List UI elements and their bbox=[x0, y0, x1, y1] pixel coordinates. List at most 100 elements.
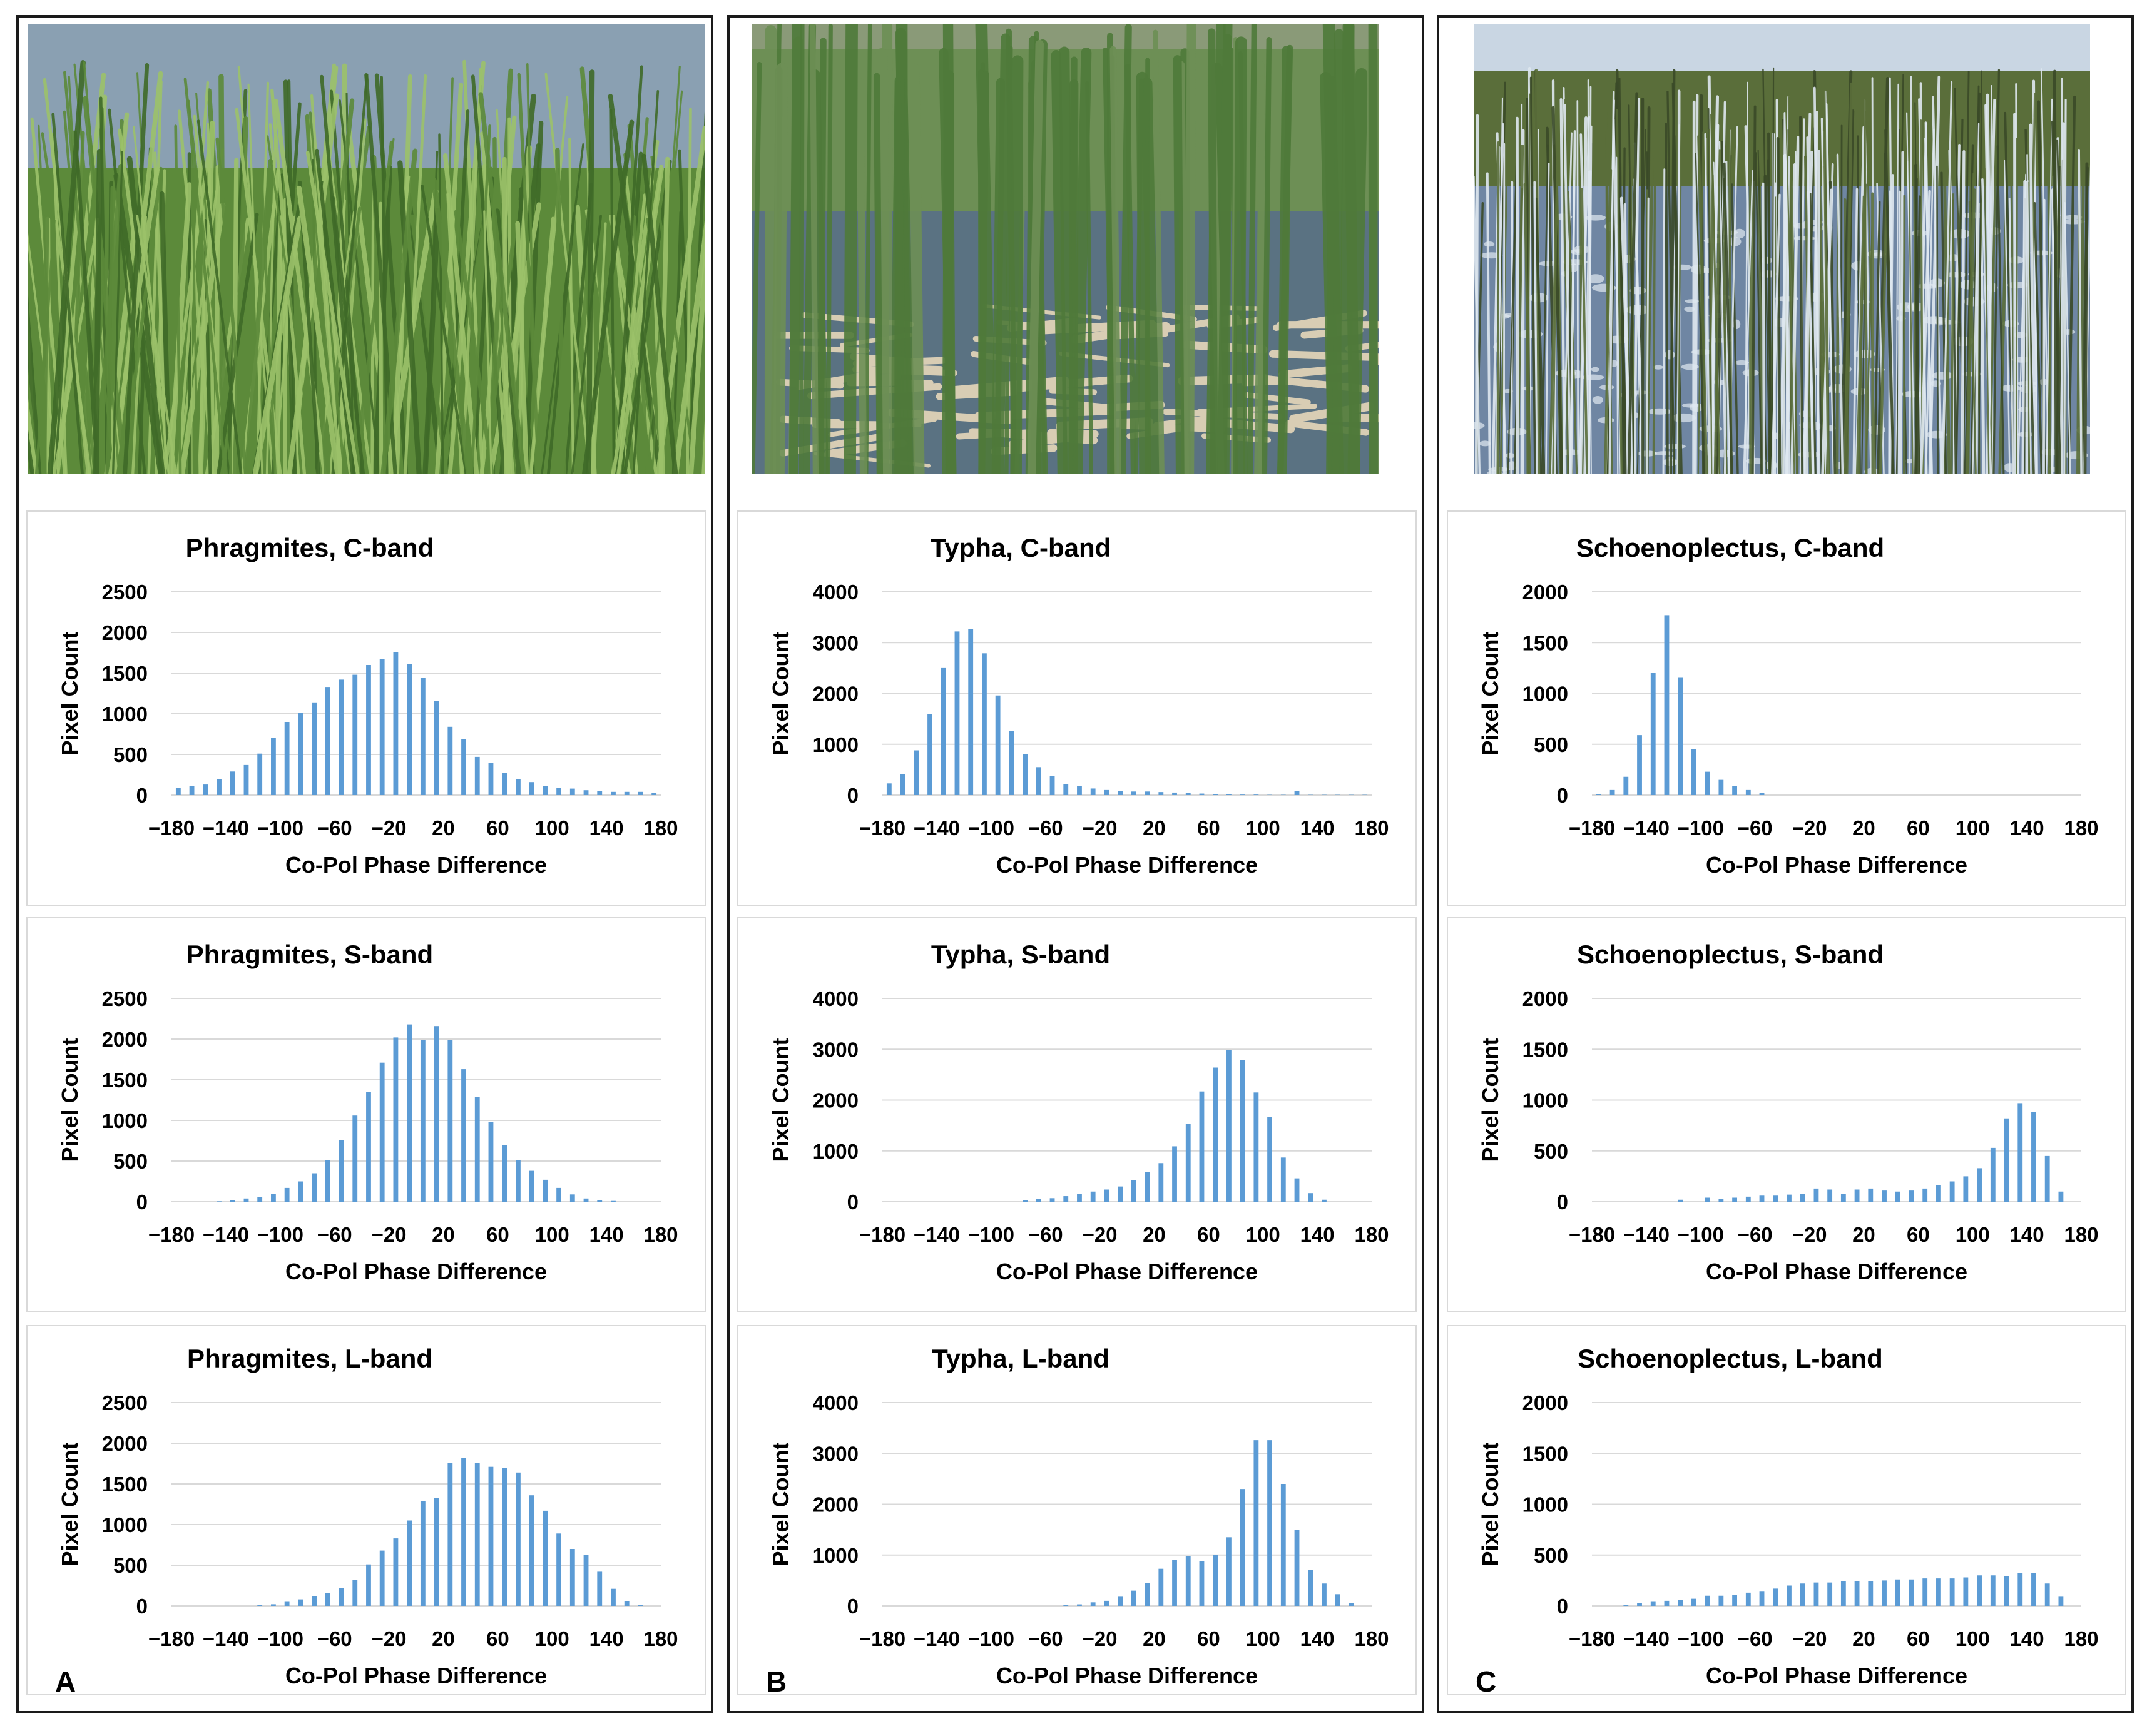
photo-plant-stem bbox=[1633, 98, 1640, 474]
histogram-bar bbox=[1800, 1583, 1805, 1606]
column-b: Typha, C-band 0 1000 2000 3000 4000 −180 −140 −1… bbox=[727, 15, 1424, 1713]
histogram-bar bbox=[1678, 677, 1683, 795]
histogram-bar bbox=[941, 667, 946, 796]
histogram-bar bbox=[325, 1593, 330, 1606]
photo-plant-stem bbox=[1992, 69, 2001, 474]
histogram-bar bbox=[461, 1458, 466, 1606]
x-axis-label: Co-Pol Phase Difference bbox=[285, 1259, 547, 1284]
y-tick-label: 2000 bbox=[1522, 987, 1568, 1010]
photo-plant-stem bbox=[83, 61, 121, 474]
histogram-bar bbox=[1090, 788, 1096, 795]
photo-plant-stem bbox=[247, 83, 263, 474]
x-tick-label: −180 bbox=[1569, 816, 1615, 840]
histogram-bar bbox=[339, 1140, 344, 1202]
y-tick-label: 1000 bbox=[1522, 1493, 1568, 1516]
histogram-bar bbox=[1787, 1585, 1792, 1606]
histogram-bar bbox=[393, 1037, 399, 1202]
photo-plant-stem bbox=[471, 74, 506, 474]
photo-plant-stem bbox=[1955, 118, 1964, 474]
photo-plant-stem bbox=[1474, 176, 1481, 474]
y-tick-label: 0 bbox=[1557, 1190, 1568, 1214]
photo-plant-stem bbox=[1805, 191, 1810, 474]
histogram-bar bbox=[1199, 1091, 1205, 1202]
photo-plant-stem bbox=[1173, 55, 1185, 474]
histogram-bar bbox=[352, 674, 358, 795]
photo-plant-stem bbox=[507, 117, 513, 474]
histogram-bar bbox=[1131, 791, 1136, 795]
chart-schoenoplectus-l-band: Schoenoplectus, L-band 0 500 1000 1500 2000 −1… bbox=[1477, 1344, 2099, 1688]
x-tick-label: 140 bbox=[589, 1223, 624, 1246]
x-tick-label: −180 bbox=[148, 1627, 195, 1650]
histogram-bar bbox=[312, 1596, 317, 1606]
histogram-bar bbox=[1922, 1188, 1928, 1202]
histogram-bar bbox=[1773, 1588, 1778, 1607]
photo-plant-stem bbox=[1771, 67, 1775, 474]
x-tick-label: −60 bbox=[1028, 1627, 1063, 1650]
histogram-bar bbox=[1732, 1197, 1737, 1202]
y-tick-label: 1500 bbox=[102, 1069, 148, 1092]
photo-plant-stem bbox=[1788, 96, 1798, 474]
histogram-bar bbox=[284, 1601, 290, 1606]
x-tick-label: −100 bbox=[968, 1223, 1014, 1246]
histogram-bar bbox=[1718, 1199, 1724, 1202]
y-axis-label: Pixel Count bbox=[57, 1038, 83, 1162]
histogram-bar bbox=[1882, 1580, 1887, 1607]
chart-schoenoplectus-s-band: Schoenoplectus, S-band 0 500 1000 1500 2000 −1… bbox=[1477, 940, 2099, 1284]
histogram-bar bbox=[1158, 1163, 1164, 1202]
photo-lily-pad bbox=[1653, 365, 1664, 370]
photo-plant-stem bbox=[1895, 83, 1899, 474]
x-tick-label: 180 bbox=[1354, 1223, 1389, 1246]
photo-plant-stem bbox=[2033, 201, 2043, 474]
photo-plant-stem bbox=[1964, 144, 1974, 474]
photo-plant-stem bbox=[788, 24, 802, 474]
photo-lily-pad bbox=[1932, 372, 1954, 380]
photo-plant-stem bbox=[698, 365, 705, 474]
photo-plant-stem bbox=[2067, 95, 2076, 474]
x-axis-label: Co-Pol Phase Difference bbox=[285, 852, 547, 878]
histogram-bar bbox=[325, 687, 330, 795]
histogram-bar bbox=[1800, 1194, 1805, 1202]
histogram-bar bbox=[543, 1510, 548, 1606]
y-tick-label: 1000 bbox=[102, 1109, 148, 1132]
photo-plant-stem bbox=[1666, 90, 1675, 474]
photo-plant-stem bbox=[28, 359, 47, 474]
photo-plant-stem bbox=[1486, 172, 1491, 474]
histogram-bar bbox=[1118, 791, 1123, 795]
photo-plant-stem bbox=[1984, 168, 1990, 474]
photo-plant-stem bbox=[1665, 123, 1669, 474]
histogram-bar bbox=[502, 1468, 507, 1606]
photo-plant-stem bbox=[397, 160, 422, 474]
panel-schoenoplectus-l-band: Schoenoplectus, L-band 0 500 1000 1500 2000 −1… bbox=[1447, 1325, 2126, 1695]
y-axis-label: Pixel Count bbox=[57, 631, 83, 755]
photo-plant-stem bbox=[265, 133, 277, 474]
chart-title: Phragmites, L-band bbox=[187, 1344, 432, 1373]
photo-plant-stem bbox=[1662, 168, 1666, 474]
photo-plant-stem bbox=[1977, 70, 1982, 474]
histogram-bar bbox=[1705, 1595, 1710, 1606]
photo-plant-stem bbox=[581, 119, 635, 474]
photo-plant-stem bbox=[1697, 135, 1708, 474]
photo-plant-stem bbox=[1968, 201, 1977, 474]
x-tick-label: 60 bbox=[1907, 1627, 1930, 1650]
histogram-bar bbox=[1963, 1176, 1969, 1202]
x-tick-label: −180 bbox=[859, 816, 905, 840]
photo-plant-stem bbox=[1676, 93, 1683, 474]
histogram-bar bbox=[583, 1555, 589, 1606]
histogram-bar bbox=[339, 679, 344, 795]
histogram-bar bbox=[1840, 1194, 1846, 1202]
photo-plant-stem bbox=[296, 185, 340, 474]
histogram-bar bbox=[1240, 1060, 1245, 1202]
chart-phragmites-s-band: Phragmites, S-band 0 500 1000 1500 2000 2500 −1… bbox=[57, 940, 678, 1284]
histogram-bar bbox=[624, 1601, 630, 1606]
histogram-bar bbox=[1036, 767, 1041, 795]
histogram-bar bbox=[1240, 794, 1245, 795]
histogram-bar bbox=[1308, 1570, 1313, 1606]
y-tick-label: 1000 bbox=[1522, 1089, 1568, 1112]
histogram-bar bbox=[1773, 1195, 1778, 1202]
y-tick-label: 2000 bbox=[813, 1493, 859, 1516]
x-tick-label: 140 bbox=[1300, 1627, 1335, 1650]
histogram-bar bbox=[1827, 1189, 1833, 1202]
histogram-bar bbox=[597, 1200, 603, 1202]
chart-title: Phragmites, C-band bbox=[186, 533, 434, 562]
photo-lily-pad bbox=[1504, 313, 1512, 318]
